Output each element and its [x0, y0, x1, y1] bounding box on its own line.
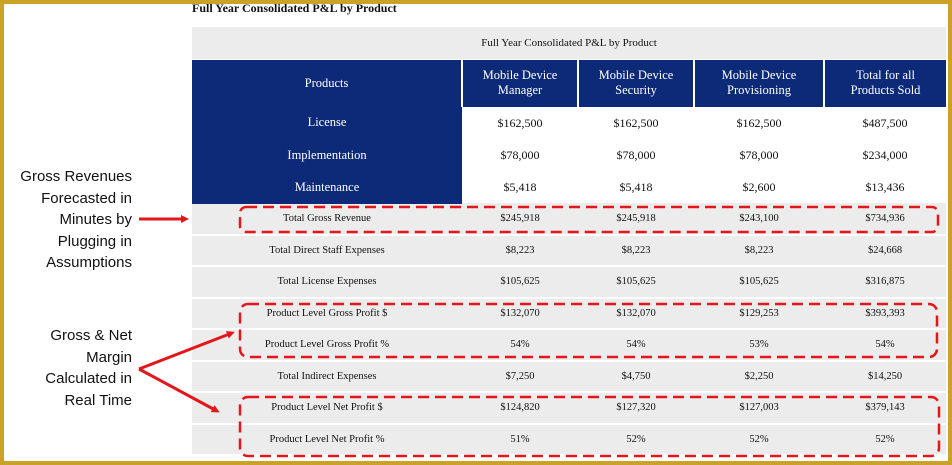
header-mdp: Mobile Device Provisioning [694, 59, 825, 107]
cell-value: $162,500 [694, 107, 824, 139]
cell-value: $7,250 [462, 360, 578, 393]
row-label: Maintenance [192, 171, 462, 204]
cell-value: 52% [824, 423, 947, 456]
cell-value: $13,436 [824, 171, 947, 203]
cell-value: $734,936 [824, 203, 947, 236]
summary-row: Total Gross Revenue $245,918 $245,918 $243,… [192, 203, 947, 236]
callout-line: Forecasted in [41, 189, 132, 207]
cell-value: $105,625 [578, 266, 694, 299]
cell-value: 54% [462, 329, 578, 362]
header-total: Total for all Products Sold [824, 59, 947, 107]
summary-row: Product Level Net Profit % 51% 52% 52% 52% [192, 423, 947, 456]
pl-table: Full Year Consolidated P&L by Product Pr… [192, 27, 947, 456]
cell-value: $2,250 [694, 360, 824, 393]
cell-value: $127,320 [578, 392, 694, 425]
cell-value: $105,625 [694, 266, 824, 299]
cell-value: $393,393 [824, 297, 947, 330]
row-label: License [192, 107, 462, 140]
cell-value: $78,000 [462, 139, 578, 171]
row-label: Product Level Gross Profit $ [192, 297, 462, 330]
callout-line: Gross & Net [50, 327, 132, 344]
row-label: Total Indirect Expenses [192, 360, 462, 393]
cell-value: $243,100 [694, 203, 824, 236]
cell-value: 54% [578, 329, 694, 362]
header-mdm: Mobile Device Manager [462, 59, 579, 107]
cell-value: 54% [824, 329, 947, 362]
cell-value: $129,253 [694, 297, 824, 330]
row-label: Product Level Gross Profit % [192, 329, 462, 362]
cell-value: $78,000 [694, 139, 824, 171]
pl-table-container: Full Year Consolidated P&L by Product Pr… [192, 27, 947, 456]
cell-value: $8,223 [578, 234, 694, 267]
header-products: Products [192, 59, 463, 107]
table-caption-row: Full Year Consolidated P&L by Product [192, 27, 947, 60]
cell-value: 51% [462, 423, 578, 456]
cell-value: $78,000 [578, 139, 694, 171]
header-mds: Mobile Device Security [578, 59, 695, 107]
revenue-row: Implementation $78,000 $78,000 $78,000 $234,… [192, 139, 947, 172]
summary-row: Product Level Gross Profit % 54% 54% 53% 54% [192, 329, 947, 362]
row-label: Implementation [192, 139, 462, 172]
revenue-row: License $162,500 $162,500 $162,500 $487,500 [192, 107, 947, 140]
summary-row: Product Level Net Profit $ $124,820 $127,3… [192, 392, 947, 425]
cell-value: $5,418 [462, 171, 578, 203]
callout-line: Gross Revenues [20, 168, 132, 185]
cell-value: $105,625 [462, 266, 578, 299]
cell-value: $487,500 [824, 107, 947, 139]
gross-revenue-callout: Gross Revenues Forecasted in Minutes by Plu… [8, 166, 132, 274]
cell-value: $8,223 [694, 234, 824, 267]
callout-line: Minutes by [59, 211, 132, 228]
cell-value: $245,918 [462, 203, 578, 236]
cell-value: $5,418 [578, 171, 694, 203]
table-header-row: Products Mobile Device Manager Mobile Dev… [192, 59, 947, 107]
row-label: Total Direct Staff Expenses [192, 234, 462, 267]
table-caption: Full Year Consolidated P&L by Product [192, 27, 947, 60]
cell-value: $162,500 [462, 107, 578, 139]
cell-value: $132,070 [578, 297, 694, 330]
callout-line: Calculated in [45, 370, 132, 387]
cell-value: 52% [694, 423, 824, 456]
row-label: Product Level Net Profit % [192, 423, 462, 456]
cell-value: $127,003 [694, 392, 824, 425]
summary-row: Total Direct Staff Expenses $8,223 $8,223 $… [192, 234, 947, 267]
callout-line: Assumptions [46, 254, 132, 271]
cell-value: $162,500 [578, 107, 694, 139]
callout-line: Real Time [64, 391, 132, 409]
callout-line: Margin [86, 348, 132, 366]
summary-row: Total License Expenses $105,625 $105,625 $1… [192, 266, 947, 299]
cell-value: 52% [578, 423, 694, 456]
cell-value: $14,250 [824, 360, 947, 393]
row-label: Total License Expenses [192, 266, 462, 299]
cell-value: $132,070 [462, 297, 578, 330]
cell-value: $4,750 [578, 360, 694, 393]
summary-row: Total Indirect Expenses $7,250 $4,750 $2,25… [192, 360, 947, 393]
document-title: Full Year Consolidated P&L by Product [192, 1, 397, 15]
cell-value: $2,600 [694, 171, 824, 203]
cell-value: $24,668 [824, 234, 947, 267]
row-label: Product Level Net Profit $ [192, 392, 462, 425]
summary-row: Product Level Gross Profit $ $132,070 $132… [192, 297, 947, 330]
cell-value: $316,875 [824, 266, 947, 299]
cell-value: $234,000 [824, 139, 947, 171]
pl-table-body: Full Year Consolidated P&L by Product Pr… [192, 27, 947, 456]
cell-value: 53% [694, 329, 824, 362]
row-label: Total Gross Revenue [192, 203, 462, 236]
margin-callout: Gross & Net Margin Calculated in Real Time [8, 325, 132, 411]
callout-line: Plugging in [57, 232, 132, 250]
revenue-row: Maintenance $5,418 $5,418 $2,600 $13,436 [192, 171, 947, 204]
cell-value: $245,918 [578, 203, 694, 236]
cell-value: $379,143 [824, 392, 947, 425]
cell-value: $8,223 [462, 234, 578, 267]
cell-value: $124,820 [462, 392, 578, 425]
